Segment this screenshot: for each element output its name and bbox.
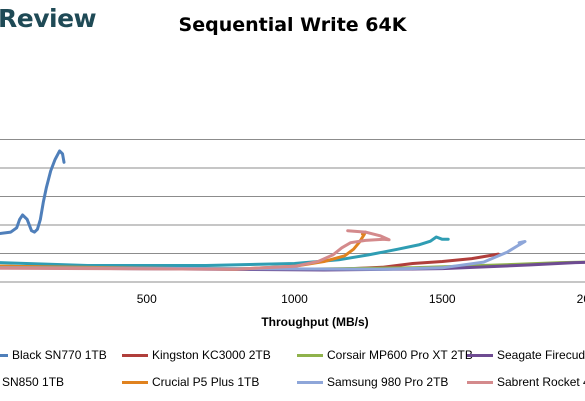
chart-legend: Black SN770 1TB Kingston KC3000 2TB Cors… xyxy=(0,340,585,401)
legend-swatch xyxy=(0,353,8,357)
x-tick-label: 1000 xyxy=(281,292,308,306)
series-line-0 xyxy=(0,149,66,235)
brand-logo: Review xyxy=(0,4,97,33)
legend-item: Black SN770 1TB xyxy=(0,348,107,362)
legend-swatch xyxy=(122,380,148,384)
legend-item: Crucial P5 Plus 1TB xyxy=(122,375,259,389)
legend-item: Seagate Firecuda xyxy=(467,348,585,362)
chart-title: Sequential Write 64K xyxy=(178,14,407,36)
legend-label: Black SN770 1TB xyxy=(12,348,107,362)
series-line-7 xyxy=(0,229,391,271)
legend-item: Kingston KC3000 2TB xyxy=(122,348,271,362)
series-line-4 xyxy=(0,235,450,267)
legend-item: Corsair MP600 Pro XT 2TB xyxy=(297,348,473,362)
chart-canvas: 500 1000 1500 2000 xyxy=(0,139,585,306)
legend-label: Samsung 980 Pro 2TB xyxy=(327,375,449,389)
series-line-6 xyxy=(0,240,527,271)
legend-swatch xyxy=(122,353,148,357)
legend-swatch xyxy=(467,380,493,384)
x-axis-label: Throughput (MB/s) xyxy=(261,315,369,329)
legend-item: SN850 1TB xyxy=(0,375,64,389)
x-tick-label: 2000 xyxy=(577,292,585,306)
legend-item: Sabrent Rocket 4 xyxy=(467,375,585,389)
legend-swatch xyxy=(467,353,493,357)
legend-swatch xyxy=(297,353,323,357)
legend-label: Kingston KC3000 2TB xyxy=(152,348,271,362)
legend-label: SN850 1TB xyxy=(2,375,65,389)
legend-label: Crucial P5 Plus 1TB xyxy=(152,375,260,389)
legend-swatch xyxy=(297,380,323,384)
legend-item: Samsung 980 Pro 2TB xyxy=(297,375,448,389)
legend-label: Seagate Firecuda xyxy=(497,348,585,362)
x-tick-label: 1500 xyxy=(429,292,456,306)
legend-label: Sabrent Rocket 4 xyxy=(497,375,585,389)
legend-label: Corsair MP600 Pro XT 2TB xyxy=(327,348,473,362)
x-tick-label: 500 xyxy=(137,292,157,306)
